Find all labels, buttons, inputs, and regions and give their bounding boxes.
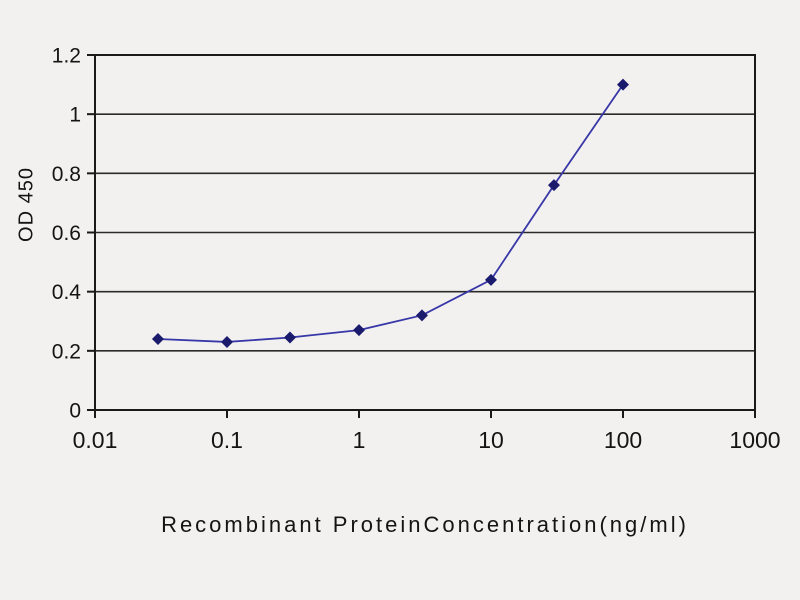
- y-tick-label: 0.4: [52, 281, 82, 304]
- data-point-marker: [283, 331, 296, 344]
- x-tick-label: 10: [478, 427, 504, 453]
- data-point-marker: [151, 333, 164, 345]
- y-axis-label: OD 450: [15, 167, 38, 242]
- x-axis-label: Recombinant ProteinConcentration(ng/ml): [161, 512, 689, 537]
- data-point-marker: [617, 78, 629, 91]
- x-tick-label: 1: [353, 427, 366, 453]
- x-tick-label: 1000: [729, 427, 780, 453]
- series-line: [157, 84, 624, 343]
- data-point-marker: [415, 309, 428, 322]
- x-tick-label: 0.1: [211, 427, 243, 453]
- data-point-marker: [353, 324, 365, 337]
- y-tick-label: 0: [69, 400, 81, 423]
- y-tick-label: 0.6: [52, 222, 81, 245]
- data-point-marker: [547, 179, 560, 192]
- data-point-marker: [221, 335, 233, 348]
- x-tick-label: 100: [604, 427, 642, 453]
- y-tick-label: 1: [69, 104, 81, 127]
- data-point-marker: [485, 273, 497, 286]
- y-tick-label: 1.2: [52, 45, 81, 68]
- x-tick-label: 0.01: [73, 427, 118, 453]
- y-tick-label: 0.2: [52, 340, 81, 363]
- y-tick-label: 0.8: [52, 163, 81, 186]
